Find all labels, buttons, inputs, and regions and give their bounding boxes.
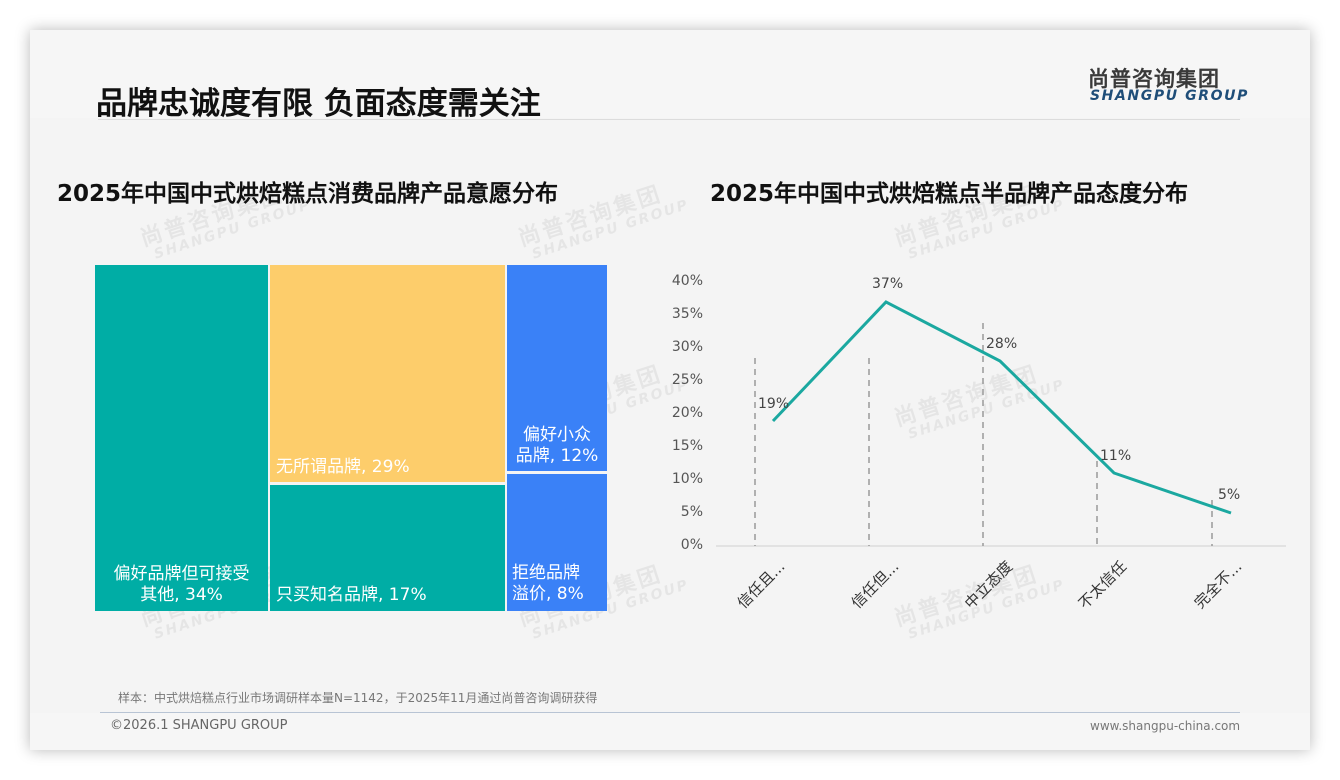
cell-label: 只买知名品牌, 17% — [276, 585, 427, 605]
copyright: ©2026.1 SHANGPU GROUP — [110, 718, 288, 733]
series-line — [771, 300, 1232, 515]
treemap-cell-indifferent[interactable]: 无所谓品牌, 29% — [270, 265, 505, 482]
cell-label: 溢价, 8% — [512, 584, 584, 604]
data-label: 28% — [986, 336, 1018, 352]
drop-lines — [754, 323, 1213, 546]
y-tick: 30% — [671, 339, 703, 355]
data-label: 11% — [1100, 448, 1132, 464]
line-chart: 40% 35% 30% 25% 20% 15% 10% 5% 0% 19% 37… — [30, 30, 1310, 750]
logo-text-cn: 尚普咨询集团 — [1088, 67, 1220, 91]
treemap-cell-niche-brand[interactable]: 偏好小众 品牌, 12% — [507, 265, 607, 471]
treemap: 偏好品牌但可接受 其他, 34% 无所谓品牌, 29% 只买知名品牌, 17% … — [95, 265, 607, 611]
line-chart-title: 2025年中国中式烘焙糕点半品牌产品态度分布 — [710, 181, 1189, 207]
data-label: 19% — [758, 396, 790, 412]
treemap-cell-famous-brand-only[interactable]: 只买知名品牌, 17% — [270, 485, 505, 611]
footer-band — [30, 713, 1310, 750]
treemap-cell-prefer-brand-accept-others[interactable]: 偏好品牌但可接受 其他, 34% — [95, 265, 268, 611]
page-title: 品牌忠诚度有限 负面态度需关注 — [96, 86, 541, 122]
treemap-cell-reject-premium[interactable]: 拒绝品牌 溢价, 8% — [507, 474, 607, 611]
y-tick: 25% — [671, 372, 703, 388]
slide: 尚普咨询集团 SHANGPU GROUP 尚普咨询集团 SHANGPU GROUP … — [30, 30, 1310, 750]
cell-label: 品牌, 12% — [515, 446, 599, 466]
y-tick: 10% — [671, 471, 703, 487]
website-link[interactable]: www.shangpu-china.com — [1090, 719, 1241, 733]
y-tick: 5% — [680, 504, 703, 520]
title-divider — [98, 119, 1240, 120]
data-label: 37% — [872, 276, 904, 292]
y-tick: 35% — [671, 306, 703, 322]
cell-label: 无所谓品牌, 29% — [276, 457, 410, 477]
y-tick: 0% — [680, 537, 703, 553]
cell-label: 偏好小众 — [523, 425, 591, 445]
data-label: 5% — [1218, 487, 1241, 503]
header-band — [30, 30, 1310, 118]
y-tick: 20% — [671, 405, 703, 421]
footer-divider — [100, 712, 1240, 713]
line-plot — [716, 300, 1286, 547]
y-tick: 15% — [671, 438, 703, 454]
logo-text-en: SHANGPU GROUP — [1090, 88, 1249, 104]
cell-label: 偏好品牌但可接受 — [113, 564, 250, 584]
cell-label: 拒绝品牌 — [512, 563, 580, 583]
treemap-title: 2025年中国中式烘焙糕点消费品牌产品意愿分布 — [57, 181, 559, 207]
sample-note: 样本：中式烘焙糕点行业市场调研样本量N=1142，于2025年11月通过尚普咨询… — [118, 691, 598, 705]
y-tick: 40% — [671, 273, 703, 289]
cell-label: 其他, 34% — [140, 585, 223, 605]
